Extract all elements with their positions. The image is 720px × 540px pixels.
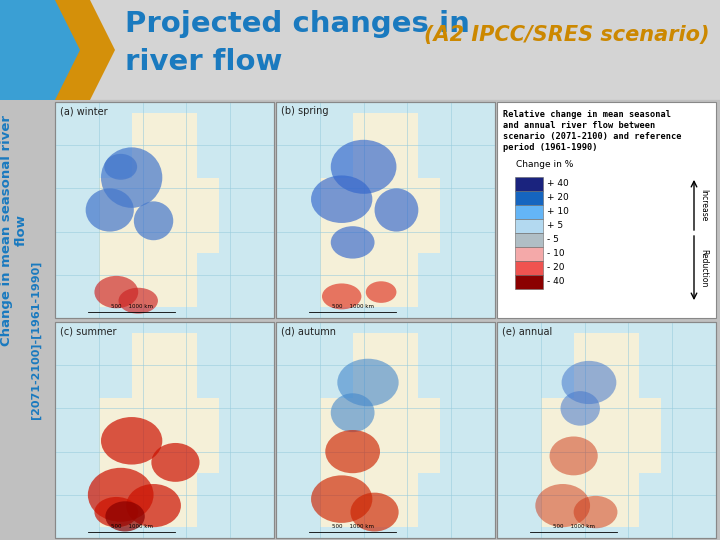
Bar xyxy=(515,205,543,219)
Text: 500    1000 km: 500 1000 km xyxy=(553,524,595,529)
Text: Increase: Increase xyxy=(699,189,708,221)
Text: (a) winter: (a) winter xyxy=(60,106,107,116)
Text: 500    1000 km: 500 1000 km xyxy=(332,304,374,309)
Bar xyxy=(99,467,197,527)
Bar xyxy=(0,0,720,100)
Ellipse shape xyxy=(119,288,158,314)
Bar xyxy=(55,322,274,538)
Bar xyxy=(353,333,418,419)
Text: 500    1000 km: 500 1000 km xyxy=(111,304,153,309)
Bar xyxy=(574,333,639,419)
Bar xyxy=(276,102,495,318)
Bar xyxy=(276,322,495,538)
Ellipse shape xyxy=(562,361,616,404)
Text: (c) summer: (c) summer xyxy=(60,326,117,336)
Ellipse shape xyxy=(94,276,138,308)
Bar xyxy=(515,261,543,275)
Text: Projected changes in: Projected changes in xyxy=(125,10,470,38)
Bar xyxy=(515,191,543,205)
Ellipse shape xyxy=(151,443,199,482)
Bar xyxy=(497,102,716,318)
Text: - 40: - 40 xyxy=(547,278,564,287)
Text: (A2 IPCC/SRES scenario): (A2 IPCC/SRES scenario) xyxy=(425,25,710,45)
Ellipse shape xyxy=(325,430,380,473)
Text: - 5: - 5 xyxy=(547,235,559,245)
Bar xyxy=(320,397,440,473)
Text: + 40: + 40 xyxy=(547,179,569,188)
Bar xyxy=(132,113,197,199)
Ellipse shape xyxy=(94,497,138,527)
Text: + 5: + 5 xyxy=(547,221,563,231)
Text: (b) spring: (b) spring xyxy=(281,106,328,116)
Text: scenario (2071-2100) and reference: scenario (2071-2100) and reference xyxy=(503,132,682,141)
Bar xyxy=(55,322,274,538)
Text: [2071-2100]-[1961-1990]: [2071-2100]-[1961-1990] xyxy=(31,261,41,419)
Text: Change in mean seasonal river
flow: Change in mean seasonal river flow xyxy=(0,114,28,346)
Bar xyxy=(276,102,495,318)
Ellipse shape xyxy=(337,359,399,406)
Text: river flow: river flow xyxy=(125,48,282,76)
Ellipse shape xyxy=(88,468,153,522)
Ellipse shape xyxy=(126,484,181,527)
Ellipse shape xyxy=(366,281,397,303)
Text: 500    1000 km: 500 1000 km xyxy=(332,524,374,529)
Polygon shape xyxy=(0,0,80,100)
Bar xyxy=(276,322,495,538)
Bar xyxy=(99,178,220,253)
Text: 500    1000 km: 500 1000 km xyxy=(111,524,153,529)
Ellipse shape xyxy=(374,188,418,232)
Ellipse shape xyxy=(101,417,162,464)
Text: + 10: + 10 xyxy=(547,207,569,217)
Polygon shape xyxy=(40,0,115,100)
Bar xyxy=(541,397,661,473)
Text: Change in %: Change in % xyxy=(516,160,574,169)
Bar xyxy=(353,113,418,199)
Text: (d) autumn: (d) autumn xyxy=(281,326,336,336)
Bar xyxy=(497,322,716,538)
Text: period (1961-1990): period (1961-1990) xyxy=(503,143,598,152)
Bar xyxy=(55,102,274,318)
Ellipse shape xyxy=(536,484,590,527)
Bar xyxy=(320,467,418,527)
Text: Reduction: Reduction xyxy=(699,249,708,287)
Ellipse shape xyxy=(351,492,399,531)
Ellipse shape xyxy=(86,188,134,232)
Bar xyxy=(515,275,543,289)
Ellipse shape xyxy=(104,154,137,180)
Bar xyxy=(0,100,720,540)
Bar xyxy=(515,233,543,247)
Text: (e) annual: (e) annual xyxy=(502,326,552,336)
Ellipse shape xyxy=(101,147,162,208)
Ellipse shape xyxy=(311,176,372,223)
Bar xyxy=(99,247,197,307)
Text: - 10: - 10 xyxy=(547,249,564,259)
Bar xyxy=(132,333,197,419)
Ellipse shape xyxy=(574,496,618,528)
Text: + 20: + 20 xyxy=(547,193,569,202)
Ellipse shape xyxy=(330,140,397,194)
Ellipse shape xyxy=(330,226,374,259)
Bar xyxy=(99,397,220,473)
Text: Relative change in mean seasonal: Relative change in mean seasonal xyxy=(503,110,671,119)
Ellipse shape xyxy=(311,475,372,523)
Ellipse shape xyxy=(105,501,145,531)
Bar xyxy=(320,178,440,253)
Bar xyxy=(515,177,543,191)
Ellipse shape xyxy=(134,201,174,240)
Bar xyxy=(541,467,639,527)
Ellipse shape xyxy=(322,284,361,309)
Text: and annual river flow between: and annual river flow between xyxy=(503,121,655,130)
Ellipse shape xyxy=(549,436,598,475)
Bar xyxy=(320,247,418,307)
Bar xyxy=(497,322,716,538)
Ellipse shape xyxy=(560,391,600,426)
Bar xyxy=(515,219,543,233)
Text: - 20: - 20 xyxy=(547,264,564,273)
Bar xyxy=(515,247,543,261)
Bar xyxy=(55,102,274,318)
Ellipse shape xyxy=(330,393,374,432)
